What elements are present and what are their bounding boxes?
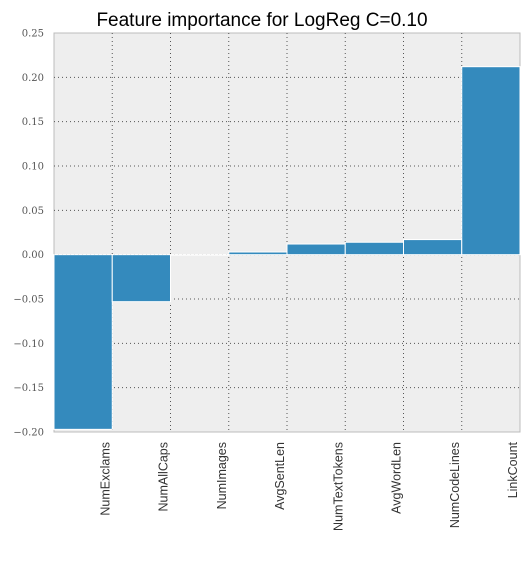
x-tick-label: AvgSentLen <box>273 442 287 510</box>
y-tick-label: 0.05 <box>22 206 44 217</box>
x-tick-label: AvgWordLen <box>390 442 404 514</box>
bar-avgwordlen <box>344 241 404 256</box>
bar-numexclams <box>53 254 113 430</box>
x-tick-label: NumTextTokens <box>331 442 345 531</box>
y-tick-label: −0.20 <box>13 428 44 439</box>
y-tick-label: 0.25 <box>22 29 44 40</box>
bar-linkcount <box>461 66 521 256</box>
bar-numtexttokens <box>286 243 346 256</box>
chart-title: Feature importance for LogReg C=0.10 <box>96 10 427 31</box>
x-tick-label: NumExclams <box>98 442 112 516</box>
y-tick-label: −0.10 <box>13 339 44 350</box>
plot-area <box>53 32 521 433</box>
y-tick-label: 0.15 <box>22 117 44 128</box>
x-axis: NumExclams NumAllCaps NumImages AvgSentLen N… <box>98 441 520 530</box>
bar-numimages <box>170 254 230 256</box>
bar-numallcaps <box>111 254 171 303</box>
x-tick-label: NumAllCaps <box>157 442 171 511</box>
y-axis: 0.25 0.20 0.15 0.10 0.05 0.00 −0.05 −0.10 −0.15 −… <box>13 29 44 439</box>
x-tick-label: NumCodeLines <box>448 442 462 528</box>
bar-avgsentlen <box>228 251 288 256</box>
y-tick-label: 0.20 <box>22 73 44 84</box>
y-tick-label: 0.00 <box>22 250 44 261</box>
x-tick-label: LinkCount <box>506 441 520 498</box>
x-tick-label: NumImages <box>215 442 229 509</box>
bar-numcodelines <box>403 239 463 256</box>
y-tick-label: −0.15 <box>13 383 44 394</box>
bars <box>53 66 521 430</box>
y-tick-label: 0.10 <box>22 162 44 173</box>
y-tick-label: −0.05 <box>13 295 44 306</box>
